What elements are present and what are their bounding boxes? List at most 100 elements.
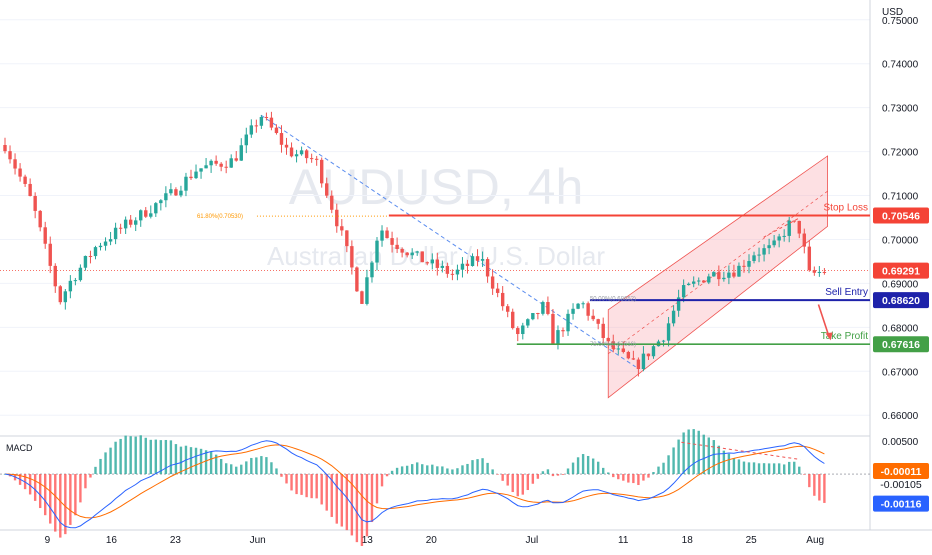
candle-body — [18, 168, 22, 177]
macd-histogram-bar — [104, 452, 107, 475]
macd-histogram-bar — [240, 464, 243, 475]
macd-histogram-bar — [677, 439, 680, 475]
candle-body — [63, 291, 68, 303]
candle-body — [576, 303, 580, 309]
y-tick-label: 0.75000 — [882, 16, 919, 27]
candle-body — [797, 220, 801, 234]
candle-body — [38, 210, 42, 228]
candle-body — [772, 240, 776, 246]
candle-body — [304, 150, 309, 159]
macd-histogram-bar — [586, 455, 590, 475]
macd-histogram-bar — [682, 432, 685, 475]
candle-body — [470, 256, 475, 267]
macd-histogram-bar — [169, 440, 173, 475]
candle-body — [78, 267, 83, 281]
candle-body — [254, 125, 259, 127]
candle-body — [169, 189, 173, 194]
macd-histogram-bar — [235, 466, 238, 475]
macd-histogram-bar — [456, 468, 459, 475]
macd-histogram-bar — [551, 474, 555, 477]
candle-body — [299, 150, 304, 155]
watermark-symbol: AUDUSD, 4h — [289, 159, 584, 215]
macd-histogram-bar — [662, 462, 665, 475]
macd-histogram-bar — [199, 448, 203, 475]
candle-body — [732, 272, 736, 277]
candle-body — [531, 313, 535, 320]
macd-histogram-bar — [732, 458, 736, 475]
descending-trendline[interactable] — [260, 114, 636, 368]
candle-body — [626, 351, 631, 359]
y-tick-label: 0.74000 — [882, 60, 919, 71]
candle-body — [511, 311, 515, 329]
macd-histogram-bar — [365, 474, 369, 537]
candle-body — [541, 302, 545, 314]
candle-body — [616, 348, 620, 350]
candle-body — [335, 209, 339, 227]
macd-histogram-bar — [224, 463, 228, 475]
candle-body — [581, 303, 585, 305]
candle-body — [506, 306, 510, 312]
candle-body — [420, 251, 424, 263]
candle-body — [551, 313, 555, 344]
macd-histogram-bar — [511, 474, 514, 493]
macd-histogram-bar — [280, 474, 283, 477]
macd-divergence-line — [681, 441, 801, 460]
candle-body — [113, 227, 118, 240]
take-profit-tag-label: 0.67616 — [882, 339, 920, 351]
macd-histogram-bar — [571, 462, 575, 475]
macd-histogram-bar — [355, 474, 359, 543]
candle-body — [380, 230, 384, 241]
macd-histogram-bar — [526, 474, 530, 491]
macd-histogram-bar — [591, 458, 595, 475]
candle-body — [330, 195, 334, 210]
macd-histogram-bar — [214, 454, 218, 475]
macd-histogram-bar — [576, 457, 580, 475]
macd-histogram-bar — [375, 474, 379, 504]
candle-body — [445, 265, 450, 274]
candle-body — [58, 286, 62, 303]
candle-body — [606, 338, 610, 342]
candle-body — [681, 285, 686, 298]
macd-histogram-bar — [164, 439, 168, 475]
candle-body — [566, 313, 570, 332]
candle-body — [43, 227, 47, 244]
candle-body — [189, 176, 193, 179]
macd-histogram-bar — [782, 464, 786, 475]
candle-body — [526, 319, 530, 326]
projection-arrow[interactable] — [817, 304, 831, 339]
macd-histogram-bar — [38, 474, 42, 509]
macd-histogram-bar — [607, 472, 610, 475]
candle-body — [727, 272, 731, 278]
candle-body — [666, 323, 671, 341]
candle-body — [425, 262, 429, 264]
candle-body — [596, 319, 600, 324]
macd-histogram-bar — [270, 462, 273, 475]
macd-histogram-bar — [647, 474, 650, 478]
candle-body — [33, 196, 37, 211]
x-tick-label: 13 — [362, 535, 374, 546]
macd-histogram-bar — [496, 474, 499, 475]
macd-histogram-bar — [752, 462, 756, 475]
macd-histogram-bar — [129, 436, 132, 475]
macd-histogram-bar — [245, 461, 248, 475]
macd-histogram-bar — [798, 466, 801, 475]
macd-histogram-bar — [194, 447, 198, 475]
stop-loss-tag — [873, 207, 929, 224]
candle-body — [536, 313, 540, 315]
fib-level-label: 61.80%(0.70530) — [197, 214, 243, 220]
candle-body — [23, 176, 27, 184]
macd-histogram-bar — [114, 441, 117, 475]
macd-histogram-bar — [788, 461, 791, 475]
y-tick-label: 0.69000 — [882, 279, 919, 290]
candle-body — [641, 353, 646, 370]
candle-body — [621, 348, 626, 352]
macd-histogram-bar — [712, 440, 716, 475]
macd-histogram-bar — [154, 439, 158, 475]
macd-histogram-bar — [541, 471, 545, 475]
macd-histogram-bar — [632, 474, 635, 484]
candle-body — [465, 263, 470, 267]
candle-body — [777, 236, 781, 241]
candle-body — [661, 340, 666, 342]
